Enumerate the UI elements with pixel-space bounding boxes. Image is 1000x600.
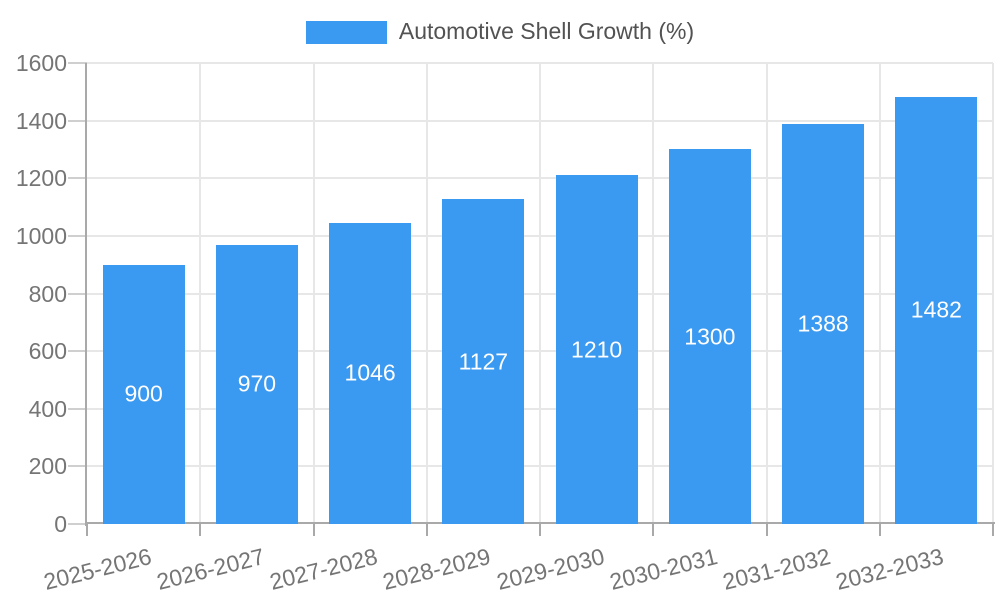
y-tick-mark [68,465,87,468]
x-axis-tick-label: 2030-2031 [606,543,720,595]
x-axis-tick-label: 2032-2033 [833,543,947,595]
x-gridline [199,63,202,524]
bar[interactable]: 1127 [442,199,525,524]
x-axis-tick-label: 2025-2026 [40,543,154,595]
bar[interactable]: 900 [102,264,185,524]
y-tick-mark [68,177,87,180]
x-gridline [652,63,655,524]
bar[interactable]: 970 [215,244,298,524]
x-axis-tick-label: 2029-2030 [493,543,607,595]
bar-value-label: 1388 [797,310,849,337]
y-tick-mark [68,119,87,122]
y-axis-tick-label: 1200 [15,165,67,192]
x-gridline [539,63,541,524]
x-axis-tick-label: 2027-2028 [267,543,381,595]
y-axis-tick-label: 400 [28,395,67,422]
x-gridline [992,63,994,524]
bar-value-label: 1210 [571,336,623,363]
bar-value-label: 1127 [458,347,509,374]
x-axis-tick-label: 2026-2027 [153,543,267,595]
x-axis-line [85,522,995,524]
bar-value-label: 900 [124,380,163,407]
x-tick-mark [992,524,994,536]
x-tick-mark [199,524,202,536]
bar-value-label: 1046 [344,359,396,386]
x-gridline [312,63,315,524]
x-tick-mark [878,524,881,536]
y-axis-tick-label: 0 [54,511,67,537]
y-axis-line [85,63,87,526]
x-tick-mark [652,524,655,536]
y-tick-mark [68,62,87,64]
y-tick-mark [68,350,87,353]
y-tick-mark [68,407,87,410]
bar[interactable]: 1210 [555,175,638,524]
bar-value-label: 1300 [684,323,736,350]
y-tick-mark [68,292,87,295]
y-axis-tick-label: 1400 [15,107,67,134]
x-tick-mark [539,524,541,536]
x-axis-tick-label: 2028-2029 [380,543,494,595]
x-tick-mark [86,524,88,536]
y-axis-tick-label: 600 [28,338,67,365]
x-gridline [878,63,881,524]
bar[interactable]: 1482 [895,96,978,524]
legend[interactable]: Automotive Shell Growth (%) [0,14,1000,50]
bar[interactable]: 1046 [329,222,412,524]
bar-value-label: 970 [237,370,277,397]
y-axis-tick-label: 800 [28,280,67,307]
x-axis-tick-label: 2031-2032 [720,543,834,595]
y-tick-mark [68,234,87,237]
x-gridline [765,63,768,524]
y-axis-tick-label: 1600 [15,50,67,76]
bar[interactable]: 1388 [782,124,865,524]
bar[interactable]: 1300 [668,149,751,524]
y-axis-tick-label: 1000 [15,222,67,249]
x-tick-mark [765,524,768,536]
x-gridline [425,63,428,524]
x-tick-mark [425,524,428,536]
x-tick-mark [312,524,315,536]
y-tick-mark [68,523,87,525]
bar-value-label: 1482 [910,296,962,323]
y-axis-tick-label: 200 [28,453,67,480]
legend-label: Automotive Shell Growth (%) [398,18,695,45]
legend-swatch [305,20,387,44]
